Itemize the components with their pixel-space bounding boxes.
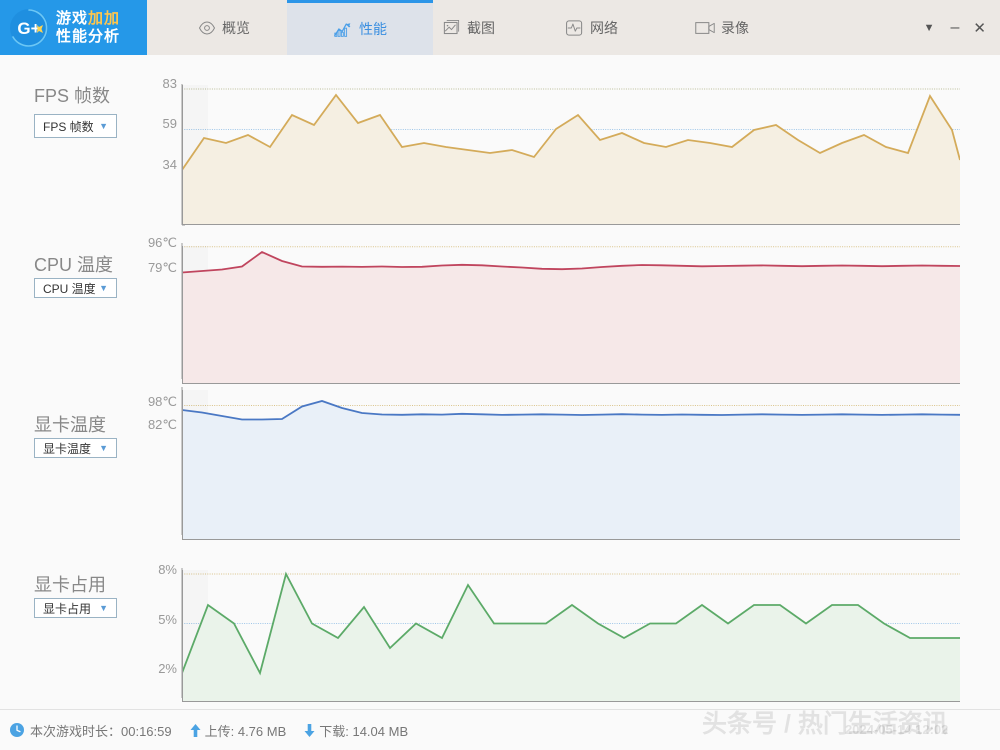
svg-text:98℃: 98℃ [148, 394, 177, 409]
svg-text:83: 83 [163, 76, 177, 91]
svg-text:8%: 8% [158, 562, 177, 577]
svg-text:59: 59 [163, 116, 177, 131]
svg-text:79℃: 79℃ [148, 260, 177, 275]
svg-text:5%: 5% [158, 612, 177, 627]
svg-text:G+: G+ [17, 19, 40, 38]
svg-text:96℃: 96℃ [148, 235, 177, 250]
svg-text:82℃: 82℃ [148, 417, 177, 432]
svg-text:2%: 2% [158, 661, 177, 676]
svg-text:34: 34 [163, 157, 177, 172]
